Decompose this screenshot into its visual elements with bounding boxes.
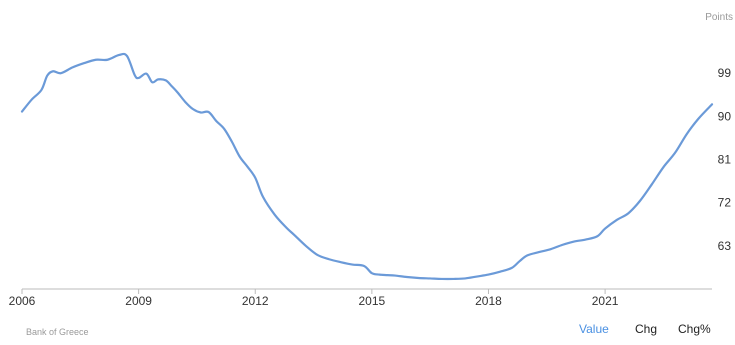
- y-axis: 63 72 81 90 99: [718, 66, 732, 253]
- x-tick-label: 2021: [592, 294, 619, 308]
- x-tick-label: 2015: [359, 294, 386, 308]
- x-tick-label: 2012: [242, 294, 269, 308]
- x-tick-label: 2018: [475, 294, 502, 308]
- value-button[interactable]: Value: [579, 322, 609, 336]
- chg-percent-button[interactable]: Chg%: [678, 322, 711, 336]
- source-label: Bank of Greece: [26, 327, 89, 337]
- chg-button[interactable]: Chg: [635, 322, 658, 336]
- x-tick-label: 2009: [125, 294, 152, 308]
- y-tick-label: 72: [718, 196, 732, 210]
- x-tick-label: 2006: [9, 294, 36, 308]
- y-tick-label: 81: [718, 153, 732, 167]
- y-tick-label: 99: [718, 66, 732, 80]
- y-tick-label: 90: [718, 109, 732, 123]
- y-tick-label: 63: [718, 239, 732, 253]
- x-axis: 2006 2009 2012 2015 2018 2021: [9, 289, 619, 308]
- y-axis-unit-label: Points: [705, 12, 733, 23]
- series-line: [20, 52, 714, 281]
